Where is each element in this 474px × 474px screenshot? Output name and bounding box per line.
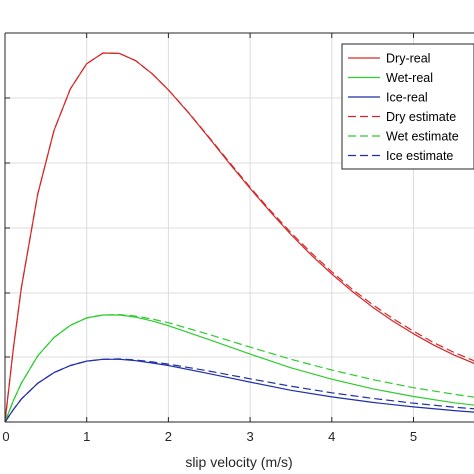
- x-tick-label: 1: [83, 429, 90, 444]
- x-axis-label: slip velocity (m/s): [185, 454, 292, 470]
- legend-label: Ice estimate: [386, 149, 453, 163]
- series-line-wet-estimate: [4, 314, 474, 423]
- x-tick-label: 0: [2, 429, 9, 444]
- x-tick-label: 2: [165, 429, 172, 444]
- legend-label: Wet estimate: [386, 130, 459, 144]
- x-tick-labels: 0 1 2 3 4 5: [2, 429, 417, 444]
- x-tick-label: 4: [328, 429, 335, 444]
- legend-label: Ice-real: [386, 91, 428, 105]
- series-line-dry-estimate: [4, 52, 474, 423]
- legend-label: Dry estimate: [386, 110, 456, 124]
- axes: [4, 32, 474, 423]
- legend-label: Dry-real: [386, 52, 430, 66]
- legend-label: Wet-real: [386, 71, 433, 85]
- x-tick-label: 5: [410, 429, 417, 444]
- legend-box: [341, 43, 474, 170]
- legend: Dry-real Wet-real Ice-real Dry estimate Wet …: [341, 43, 474, 170]
- x-tick-label: 3: [246, 429, 253, 444]
- series-line-ice-estimate: [4, 358, 474, 423]
- series-layer: [4, 52, 474, 423]
